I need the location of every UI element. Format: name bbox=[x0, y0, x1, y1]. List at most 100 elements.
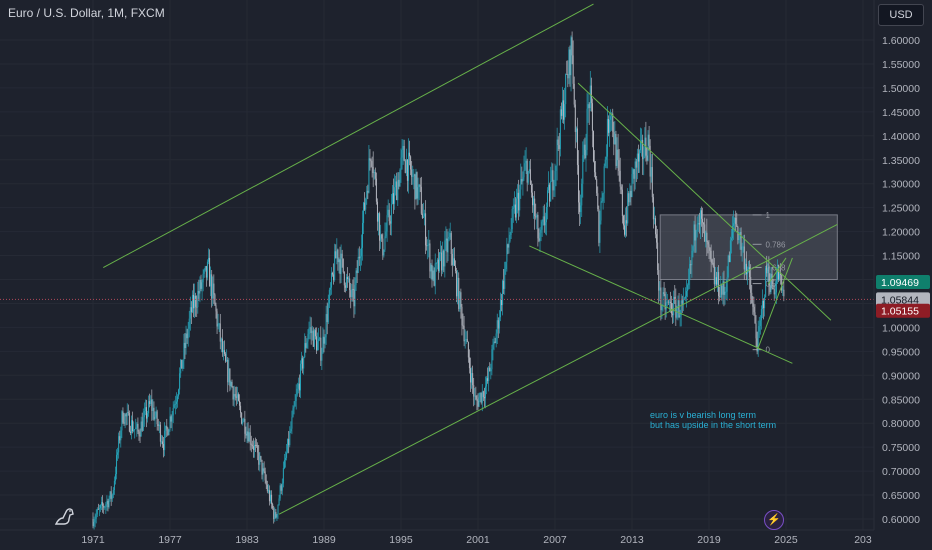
candle-body bbox=[604, 159, 606, 167]
candle-body bbox=[613, 131, 615, 145]
candle-body bbox=[686, 291, 688, 297]
x-tick-label: 1971 bbox=[81, 534, 105, 546]
candle-body bbox=[387, 209, 389, 216]
candle-body bbox=[621, 189, 623, 216]
x-tick-label: 1989 bbox=[312, 534, 336, 546]
candle-body bbox=[402, 145, 404, 151]
candle-body bbox=[494, 341, 496, 343]
candle-body bbox=[606, 119, 608, 157]
candle-body bbox=[365, 198, 367, 210]
candle-body bbox=[449, 233, 451, 237]
candle-body bbox=[661, 306, 663, 311]
candle-body bbox=[112, 490, 114, 495]
candle-body bbox=[497, 320, 499, 329]
candle-body bbox=[580, 205, 582, 212]
candle-body bbox=[333, 274, 335, 281]
candle-body bbox=[241, 412, 243, 424]
candle-body bbox=[206, 261, 208, 278]
candle-body bbox=[420, 186, 422, 214]
candle-body bbox=[176, 396, 178, 402]
candle-body bbox=[349, 278, 351, 291]
candle-body bbox=[714, 277, 716, 285]
candle-body bbox=[435, 263, 437, 265]
candle-body bbox=[350, 290, 352, 298]
candle-body bbox=[211, 274, 213, 299]
candle-body bbox=[307, 334, 309, 342]
candle-body bbox=[256, 445, 258, 446]
candle-body bbox=[357, 256, 359, 274]
candle-body bbox=[555, 165, 557, 171]
candle-body bbox=[708, 244, 710, 248]
candle-body bbox=[721, 285, 723, 295]
candle-body bbox=[614, 133, 616, 145]
candle-body bbox=[117, 452, 119, 455]
candle-body bbox=[695, 230, 697, 241]
candle-body bbox=[149, 401, 151, 405]
candle-body bbox=[381, 234, 383, 239]
candle-body bbox=[465, 339, 467, 340]
candle-body bbox=[678, 300, 680, 318]
y-tick-label: 0.90000 bbox=[882, 370, 920, 382]
candle-body bbox=[451, 254, 453, 265]
y-tick-label: 0.75000 bbox=[882, 442, 920, 454]
candle-body bbox=[288, 438, 290, 446]
candle-body bbox=[642, 139, 644, 160]
candle-body bbox=[574, 104, 576, 132]
candle-body bbox=[740, 231, 742, 250]
candle-body bbox=[272, 503, 274, 509]
candle-body bbox=[751, 292, 753, 304]
candle-body bbox=[603, 166, 605, 194]
candle-body bbox=[679, 315, 681, 318]
candle-body bbox=[268, 490, 270, 502]
y-tick-label: 1.45000 bbox=[882, 107, 920, 119]
candle-body bbox=[380, 234, 382, 241]
candle-body bbox=[641, 139, 643, 142]
price-label-current: 1.05844 bbox=[881, 294, 919, 306]
candle-body bbox=[599, 220, 601, 243]
candle-body bbox=[530, 184, 532, 193]
candle-body bbox=[226, 359, 228, 362]
candle-body bbox=[666, 301, 668, 303]
candle-body bbox=[92, 519, 94, 527]
candle-body bbox=[766, 268, 768, 274]
y-tick-label: 1.30000 bbox=[882, 179, 920, 191]
candle-body bbox=[162, 441, 164, 445]
candle-body bbox=[105, 504, 107, 507]
candle-body bbox=[232, 386, 234, 400]
candle-body bbox=[627, 193, 629, 224]
candle-body bbox=[424, 213, 426, 217]
candle-body bbox=[168, 429, 170, 436]
candle-body bbox=[326, 314, 328, 323]
trendline-projection-left bbox=[767, 257, 787, 285]
tradingview-logo-icon[interactable] bbox=[54, 506, 78, 526]
candle-body bbox=[321, 353, 323, 361]
candle-body bbox=[340, 253, 342, 274]
candle-body bbox=[130, 420, 132, 434]
y-tick-label: 0.70000 bbox=[882, 466, 920, 478]
candle-body bbox=[235, 396, 237, 398]
y-tick-label: 1.25000 bbox=[882, 203, 920, 215]
lightning-icon[interactable]: ⚡ bbox=[764, 510, 784, 530]
candle-body bbox=[446, 238, 448, 253]
candle-body bbox=[780, 273, 782, 276]
candle-body bbox=[499, 299, 501, 318]
candle-body bbox=[640, 141, 642, 151]
candle-body bbox=[634, 161, 636, 179]
candle-body bbox=[358, 256, 360, 259]
candle-body bbox=[529, 169, 531, 185]
candle-body bbox=[647, 134, 649, 161]
candle-body bbox=[466, 339, 468, 343]
candle-body bbox=[712, 262, 714, 267]
candle-body bbox=[159, 424, 161, 442]
chart-annotation[interactable]: euro is v bearish long term but has upsi… bbox=[650, 410, 776, 430]
candle-body bbox=[248, 432, 250, 442]
candle-body bbox=[493, 341, 495, 345]
candle-body bbox=[771, 273, 773, 288]
currency-button[interactable]: USD bbox=[878, 4, 924, 26]
candle-body bbox=[571, 37, 573, 56]
candle-body bbox=[283, 459, 285, 469]
candle-body bbox=[434, 263, 436, 286]
candle-body bbox=[526, 160, 528, 183]
candle-body bbox=[483, 397, 485, 399]
